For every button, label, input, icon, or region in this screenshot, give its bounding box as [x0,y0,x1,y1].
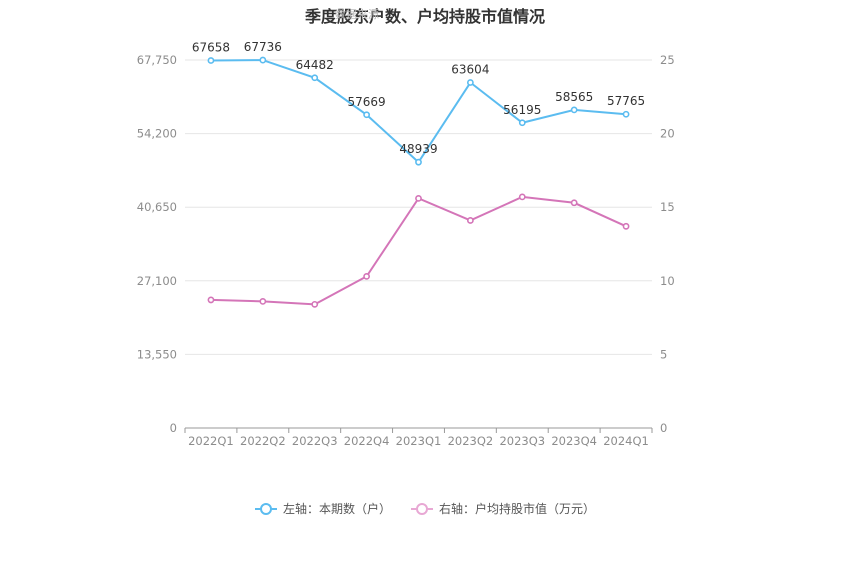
series-2-point [518,193,526,201]
series-2-point [622,222,630,230]
legend-item-right-series[interactable]: 右轴：户均持股市值（万元） [411,500,595,517]
series-line-2 [210,195,627,306]
right-axis-tick-label: 10 [660,274,675,288]
series-2-point [207,296,215,304]
x-axis-tick-label: 2023Q4 [551,434,597,448]
data-label: 56195 [503,103,541,117]
watermark: 数据来源 [335,8,379,21]
data-label: 67736 [244,40,282,54]
series-1-point [570,106,578,114]
series-1-point [415,158,422,166]
series-1-point [622,110,630,118]
series-2-point [415,194,422,202]
right-axis-tick-label: 5 [660,347,667,361]
legend-label: 左轴：本期数（户） [282,502,391,516]
x-axis-tick-label: 2023Q3 [499,434,545,448]
series-2-point [363,272,371,280]
data-label: 57669 [348,95,386,109]
x-axis-tick-label: 2023Q2 [448,434,494,448]
series-1-point [466,79,474,86]
series-2-point [259,298,267,305]
right-axis-tick-label: 25 [660,53,675,67]
x-axis-tick-label: 2024Q1 [603,434,649,448]
series-1-point [363,111,371,119]
series-1-point [207,57,215,64]
left-axis-tick-label: 54,200 [137,127,177,141]
left-axis-tick-label: 0 [170,421,177,435]
series-1-point [311,74,319,82]
chart-title: 季度股东户数、户均持股市值情况 [304,7,545,26]
series-2-point [466,217,474,224]
right-axis-tick-label: 15 [660,200,675,214]
legend: 左轴：本期数（户） 右轴：户均持股市值（万元） [0,500,850,517]
x-axis-tick-label: 2023Q1 [396,434,442,448]
data-label: 57765 [607,94,645,108]
right-axis-tick-label: 0 [660,421,667,435]
series-1-point [518,119,526,127]
x-axis-tick-label: 2022Q3 [292,434,338,448]
x-axis-tick-label: 2022Q2 [240,434,286,448]
legend-item-left-series[interactable]: 左轴：本期数（户） [254,500,391,517]
data-label: 64482 [296,58,334,72]
series-1-point [259,56,267,64]
right-axis-tick-label: 20 [660,127,675,141]
left-axis-tick-label: 40,650 [137,200,177,214]
legend-swatch-pink [411,502,433,515]
series-2-point [311,300,319,308]
left-axis-tick-label: 27,100 [137,274,177,288]
data-label: 63604 [451,63,489,77]
left-axis-tick-label: 13,550 [137,347,177,361]
left-axis-tick-label: 67,750 [137,53,177,67]
x-axis-tick-label: 2022Q1 [188,434,234,448]
legend-swatch-blue [254,502,277,515]
data-label: 58565 [555,90,593,104]
data-label: 67658 [192,40,230,54]
data-label: 48939 [399,142,437,156]
series-2-point [570,199,578,207]
x-axis-tick-label: 2022Q4 [344,434,390,448]
legend-label: 右轴：户均持股市值（万元） [439,502,596,516]
